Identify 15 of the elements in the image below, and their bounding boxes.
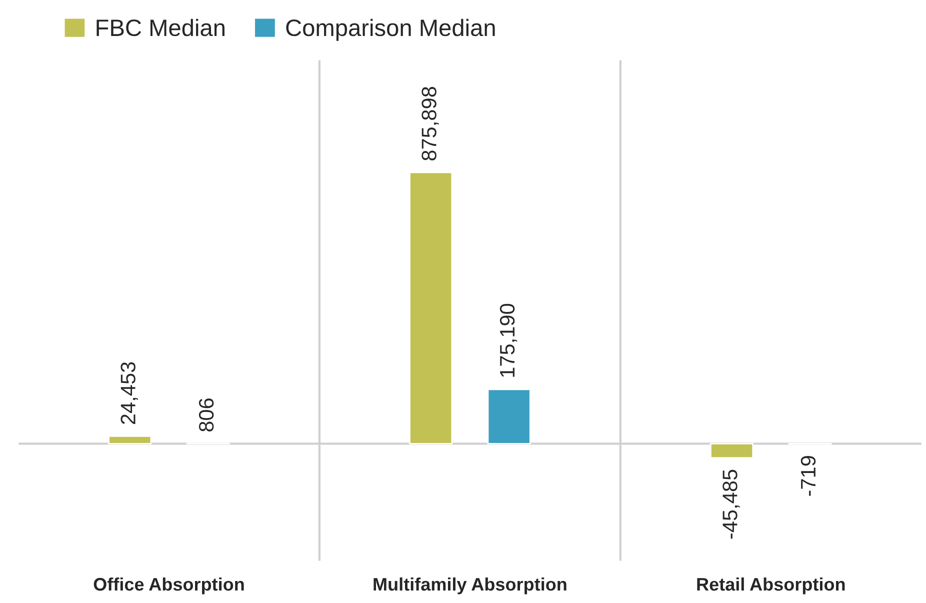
x-tick-label: Retail Absorption <box>697 577 845 594</box>
legend-label: Comparison Median <box>286 18 495 41</box>
data-label: 24,453 <box>120 362 138 424</box>
data-label: 806 <box>198 398 214 432</box>
data-label: -45,485 <box>722 470 740 539</box>
x-tick-label: Office Absorption <box>94 577 244 594</box>
x-tick-label: Multifamily Absorption <box>374 577 566 594</box>
bar <box>108 435 152 444</box>
bar <box>487 388 531 444</box>
data-label: 875,898 <box>422 86 439 160</box>
data-label: -719 <box>800 456 816 496</box>
bar <box>710 443 754 458</box>
bar <box>409 172 453 444</box>
data-label: 175,190 <box>500 304 518 377</box>
legend-label: FBC Median <box>96 18 224 36</box>
